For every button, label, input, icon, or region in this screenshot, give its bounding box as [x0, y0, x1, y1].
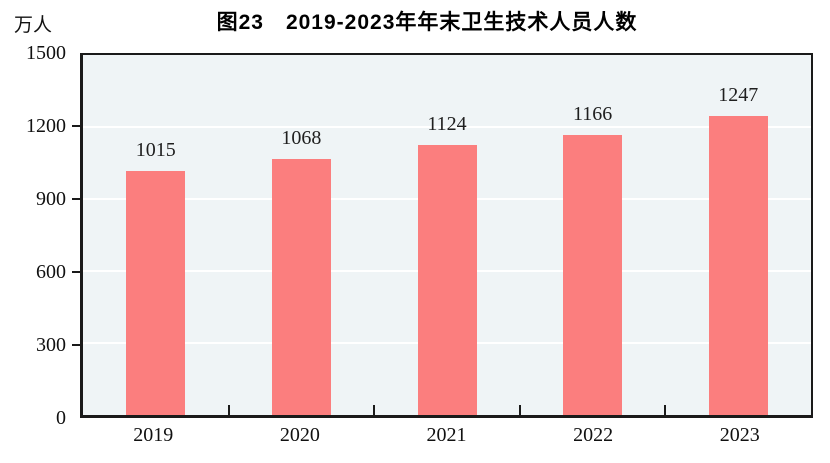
x-category-label-2019: 2019 [133, 424, 174, 446]
bar-2019 [126, 171, 186, 415]
y-tick-label-1200: 1200 [26, 115, 66, 137]
bar-value-label-2020: 1068 [281, 126, 322, 149]
y-tick-label-1500: 1500 [26, 42, 66, 64]
y-tick-label-600: 600 [36, 261, 66, 283]
y-axis-tick [72, 344, 80, 346]
x-category-label-2021: 2021 [426, 424, 467, 446]
y-axis-unit-label: 万人 [14, 15, 53, 36]
x-category-label-2020: 2020 [279, 424, 320, 446]
bar-value-label-2022: 1166 [572, 103, 613, 126]
y-tick-label-0: 0 [56, 407, 66, 429]
y-tick-label-300: 300 [36, 334, 66, 356]
y-axis-tick [72, 125, 80, 127]
bar-2021 [417, 145, 477, 415]
x-axis-tick [518, 405, 521, 415]
bar-2022 [563, 135, 623, 415]
bar-2020 [271, 158, 331, 415]
y-tick-label-900: 900 [36, 188, 66, 210]
bar-value-label-2019: 1015 [135, 139, 176, 162]
plot-area: 1015 1068 1124 1166 1247 [80, 53, 813, 418]
x-axis-tick [664, 405, 667, 415]
x-axis-tick [373, 405, 376, 415]
bar-value-label-2023: 1247 [718, 83, 759, 106]
bar-2023 [708, 115, 768, 415]
x-category-label-2023: 2023 [719, 424, 760, 446]
bar-value-label-2021: 1124 [427, 113, 467, 136]
x-axis-tick [227, 405, 230, 415]
y-axis-tick [72, 198, 80, 200]
chart-title: 图23 2019-2023年年末卫生技术人员人数 [216, 11, 638, 34]
x-category-label-2022: 2022 [573, 424, 614, 446]
y-axis-tick [72, 271, 80, 273]
gridline-1200 [83, 126, 811, 128]
